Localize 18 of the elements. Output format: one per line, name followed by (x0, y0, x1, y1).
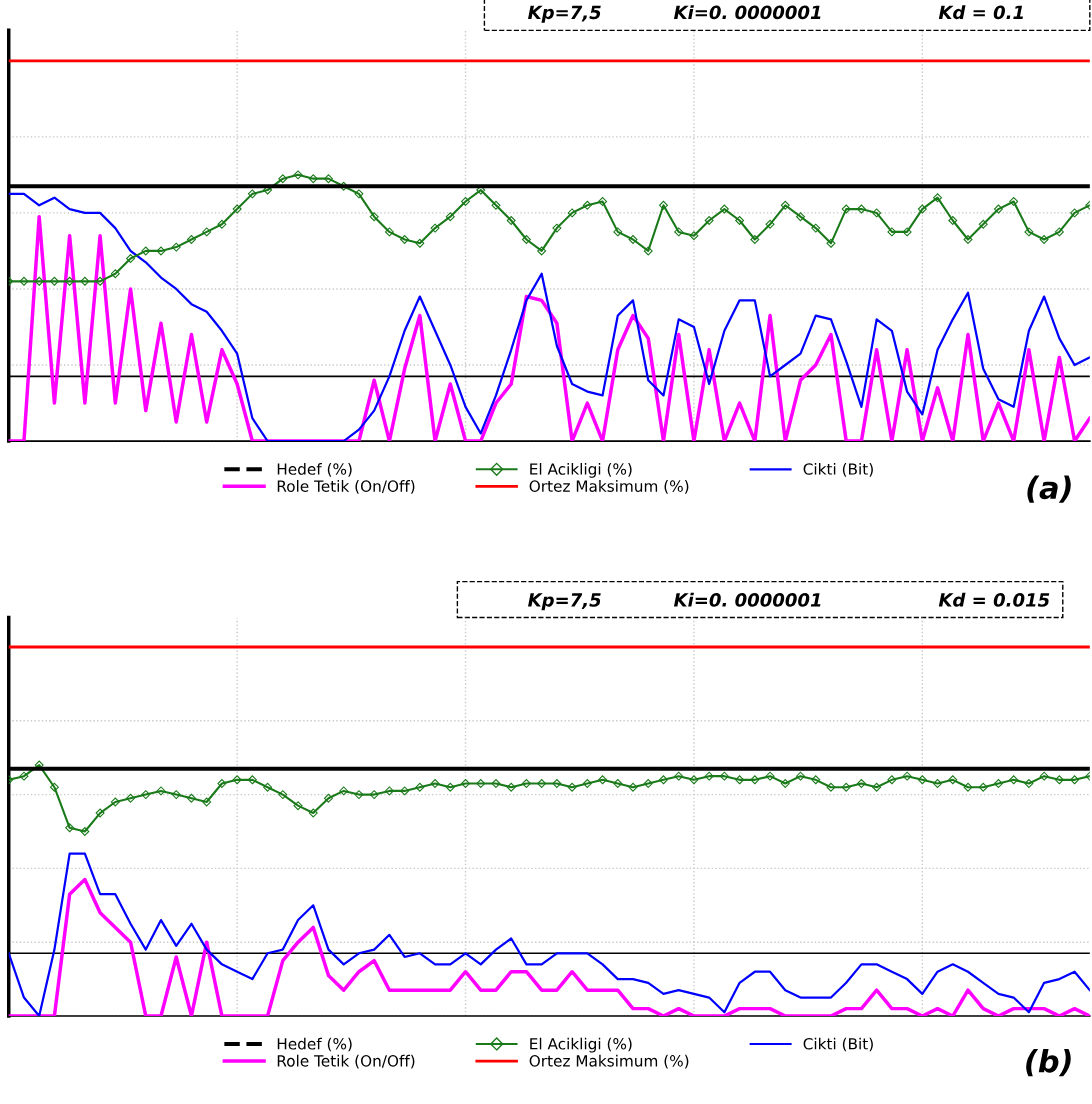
legend-label: Role Tetik (On/Off) (277, 480, 415, 494)
legend-label: El Acikligi (%) (530, 463, 632, 478)
text: Kp=7,5 (528, 593, 601, 611)
text: Ki=0. 0000001 (673, 592, 821, 607)
text: (a) (1027, 475, 1071, 503)
text: Kd = 0.015 (938, 592, 1050, 607)
legend-label: Cikti (Bit) (803, 1037, 873, 1052)
text: Kp=7,5 (528, 5, 601, 23)
legend-label: Ortez Maksimum (%) (529, 1054, 689, 1069)
text: (b) (1026, 1049, 1071, 1077)
text: Kd = 0.1 (938, 5, 1023, 20)
legend-label: Hedef (%) (277, 463, 352, 477)
legend-label: Hedef (%) (277, 1037, 352, 1052)
legend-label: El Acikligi (%) (530, 1037, 632, 1053)
legend-label: Cikti (Bit) (803, 463, 873, 477)
text: Ki=0. 0000001 (673, 5, 821, 20)
legend-label: Ortez Maksimum (%) (529, 480, 689, 494)
legend-label: Role Tetik (On/Off) (277, 1054, 415, 1069)
